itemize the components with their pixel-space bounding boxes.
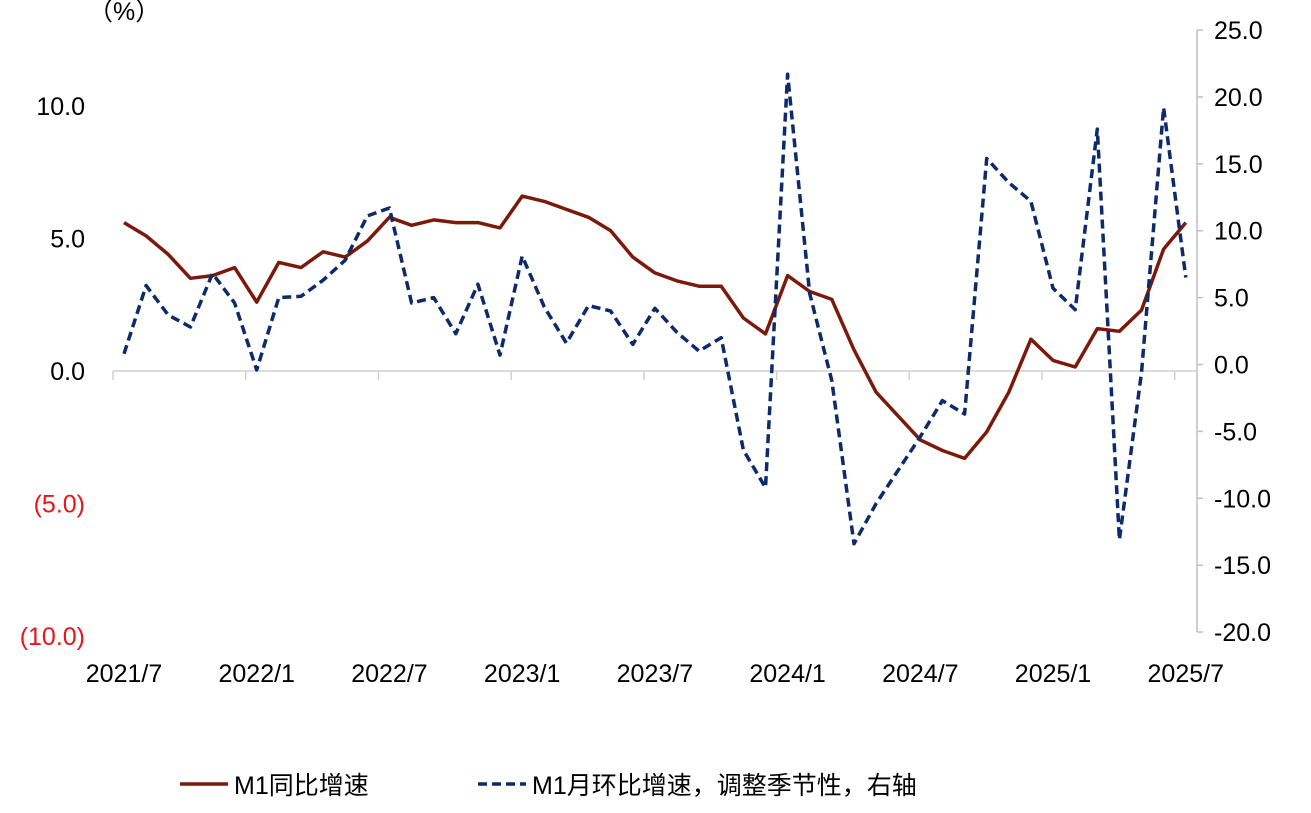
legend: M1同比增速 M1月环比增速，调整季节性，右轴	[180, 772, 917, 800]
x-tick-label: 2023/7	[617, 660, 693, 688]
right-tick-label: 0.0	[1214, 352, 1249, 380]
right-tick-label: -10.0	[1214, 485, 1271, 513]
right-tick-label: 25.0	[1214, 17, 1263, 45]
right-tick-label: -15.0	[1214, 552, 1271, 580]
x-tick-label: 2023/1	[484, 660, 560, 688]
left-tick-label: (5.0)	[34, 491, 85, 519]
legend-label-m1-mom: M1月环比增速，调整季节性，右轴	[532, 772, 917, 800]
plot-area	[122, 72, 1188, 546]
unit-label: （%）	[88, 0, 160, 26]
right-tick-label: 15.0	[1214, 151, 1263, 179]
right-tick-label: -5.0	[1214, 418, 1257, 446]
x-tick-label: 2022/7	[351, 660, 427, 688]
right-tick-label: -20.0	[1214, 619, 1271, 647]
x-tick-label: 2025/7	[1148, 660, 1224, 688]
right-tick-label: 5.0	[1214, 285, 1249, 313]
x-axis: 2021/7 2022/1 2022/7 2023/1 2023/7 2024/1 2024…	[86, 370, 1224, 688]
left-tick-label: 0.0	[50, 358, 85, 386]
series-line-m1-yoy	[123, 194, 1188, 461]
x-tick-label: 2025/1	[1015, 660, 1091, 688]
x-tick-label: 2024/1	[749, 660, 825, 688]
left-tick-label: (10.0)	[20, 623, 85, 651]
left-tick-label: 5.0	[50, 226, 85, 254]
x-tick-label: 2024/7	[882, 660, 958, 688]
left-tick-label: 10.0	[36, 93, 85, 121]
legend-label-m1-yoy: M1同比增速	[234, 772, 369, 800]
series-line-m1-mom	[122, 72, 1188, 546]
right-tick-label: 20.0	[1214, 84, 1263, 112]
left-axis: 10.0 5.0 0.0 (5.0) (10.0)	[20, 93, 85, 651]
right-tick-label: 10.0	[1214, 218, 1263, 246]
x-tick-label: 2021/7	[86, 660, 162, 688]
x-tick-label: 2022/1	[218, 660, 294, 688]
right-axis: 25.0 20.0 15.0 10.0 5.0 0.0 -5.0 -10.0 -15.0 -20.…	[1196, 17, 1271, 647]
